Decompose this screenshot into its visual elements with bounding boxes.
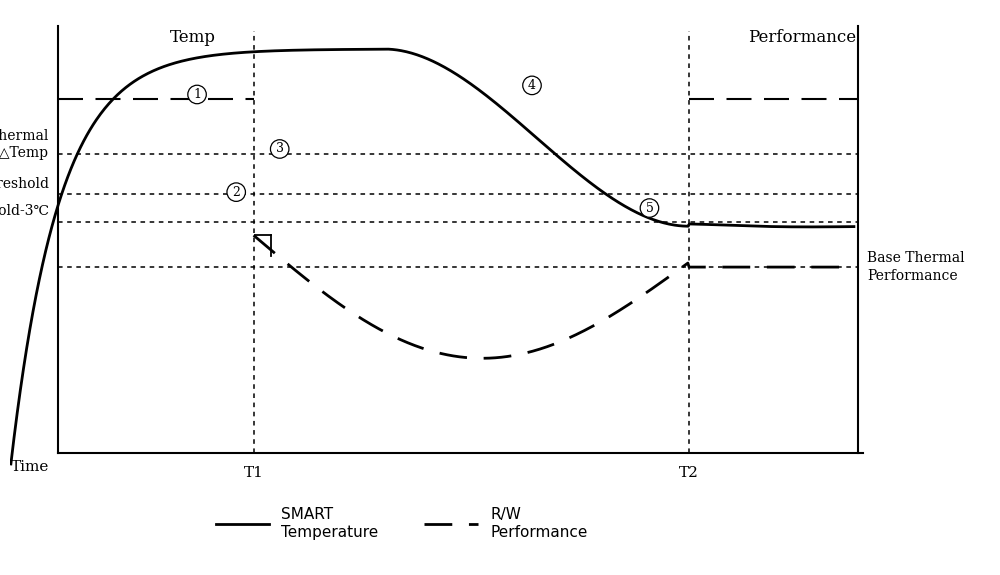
Text: Thermal Threshold: Thermal Threshold [0, 177, 49, 191]
Text: 5: 5 [646, 201, 653, 214]
Text: Performance: Performance [748, 29, 856, 45]
Text: Base Thermal
Performance: Base Thermal Performance [867, 251, 965, 283]
Text: Temp: Temp [170, 29, 216, 45]
Legend: SMART
Temperature, R/W
Performance: SMART Temperature, R/W Performance [209, 501, 594, 546]
Text: 4: 4 [528, 79, 536, 92]
Text: Time: Time [11, 460, 49, 474]
Text: T2: T2 [679, 466, 699, 480]
Text: T1: T1 [244, 466, 264, 480]
Text: 2: 2 [232, 186, 240, 198]
Text: Thermal
Threshold+△Temp: Thermal Threshold+△Temp [0, 129, 49, 160]
Text: 1: 1 [193, 88, 201, 101]
Text: Thermal Threshold-3℃: Thermal Threshold-3℃ [0, 204, 49, 218]
Text: 3: 3 [276, 143, 284, 155]
